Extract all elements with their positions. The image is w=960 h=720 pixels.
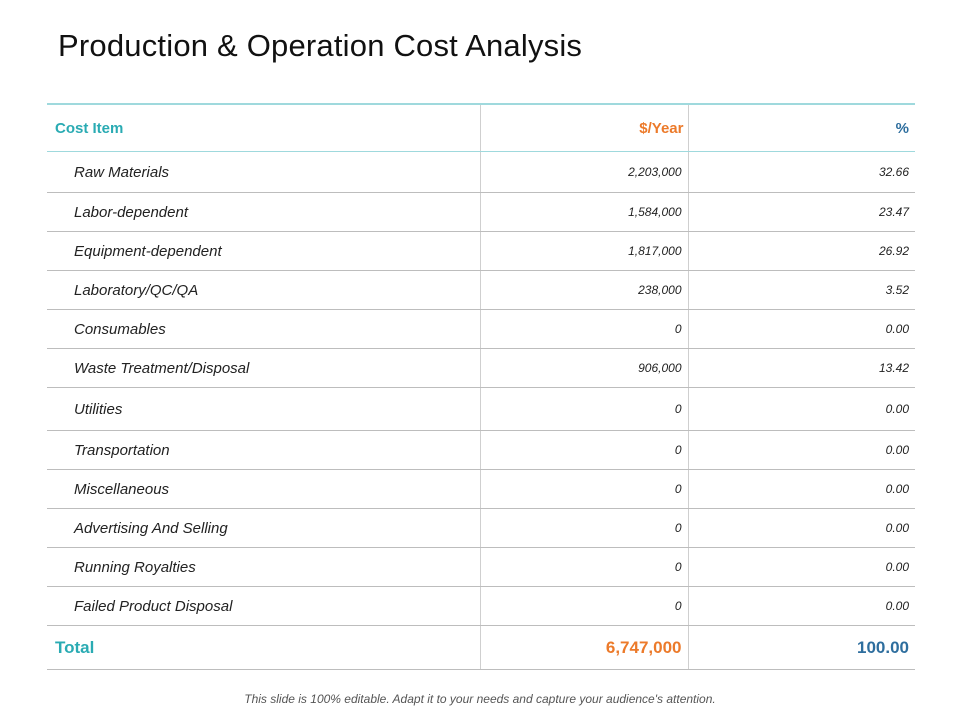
table-row: Utilities 0 0.00 <box>47 387 915 431</box>
row-percent: 23.47 <box>687 192 915 232</box>
table-row: Consumables 0 0.00 <box>47 309 915 349</box>
row-cost-item: Transportation <box>47 430 480 470</box>
row-dollars-per-year: 2,203,000 <box>479 151 688 193</box>
page-title: Production & Operation Cost Analysis <box>58 28 583 63</box>
row-cost-item: Utilities <box>47 387 480 431</box>
row-percent: 0.00 <box>687 586 915 626</box>
total-percent: 100.00 <box>687 625 915 670</box>
row-percent: 0.00 <box>687 508 915 548</box>
row-dollars-per-year: 0 <box>479 508 688 548</box>
row-cost-item: Consumables <box>47 309 480 349</box>
cost-table: Cost Item $/Year % Raw Materials 2,203,00… <box>47 103 915 670</box>
row-percent: 3.52 <box>687 270 915 310</box>
row-cost-item: Failed Product Disposal <box>47 586 480 626</box>
table-header-row: Cost Item $/Year % <box>47 103 915 152</box>
row-cost-item: Miscellaneous <box>47 469 480 509</box>
header-dollars-per-year: $/Year <box>479 103 688 152</box>
row-dollars-per-year: 0 <box>479 430 688 470</box>
table-row: Equipment-dependent 1,817,000 26.92 <box>47 231 915 271</box>
row-percent: 0.00 <box>687 430 915 470</box>
row-dollars-per-year: 0 <box>479 387 688 431</box>
row-cost-item: Equipment-dependent <box>47 231 480 271</box>
row-cost-item: Labor-dependent <box>47 192 480 232</box>
footnote: This slide is 100% editable. Adapt it to… <box>244 692 716 706</box>
row-percent: 32.66 <box>687 151 915 193</box>
table-row: Laboratory/QC/QA 238,000 3.52 <box>47 270 915 310</box>
row-percent: 26.92 <box>687 231 915 271</box>
table-row: Running Royalties 0 0.00 <box>47 547 915 587</box>
row-percent: 0.00 <box>687 309 915 349</box>
total-row: Total 6,747,000 100.00 <box>47 625 915 670</box>
row-dollars-per-year: 0 <box>479 547 688 587</box>
row-dollars-per-year: 906,000 <box>479 348 688 388</box>
row-dollars-per-year: 0 <box>479 586 688 626</box>
row-cost-item: Raw Materials <box>47 151 480 193</box>
table-row: Transportation 0 0.00 <box>47 430 915 470</box>
table-row: Waste Treatment/Disposal 906,000 13.42 <box>47 348 915 388</box>
row-dollars-per-year: 238,000 <box>479 270 688 310</box>
row-dollars-per-year: 0 <box>479 469 688 509</box>
table-row: Raw Materials 2,203,000 32.66 <box>47 151 915 193</box>
table-row: Failed Product Disposal 0 0.00 <box>47 586 915 626</box>
total-label: Total <box>47 625 480 670</box>
header-percent: % <box>687 103 915 152</box>
table-row: Advertising And Selling 0 0.00 <box>47 508 915 548</box>
header-cost-item: Cost Item <box>47 103 480 152</box>
total-dollars: 6,747,000 <box>479 625 688 670</box>
row-dollars-per-year: 1,584,000 <box>479 192 688 232</box>
row-percent: 13.42 <box>687 348 915 388</box>
row-percent: 0.00 <box>687 387 915 431</box>
row-cost-item: Waste Treatment/Disposal <box>47 348 480 388</box>
row-cost-item: Advertising And Selling <box>47 508 480 548</box>
table-row: Miscellaneous 0 0.00 <box>47 469 915 509</box>
row-dollars-per-year: 0 <box>479 309 688 349</box>
row-percent: 0.00 <box>687 469 915 509</box>
table-row: Labor-dependent 1,584,000 23.47 <box>47 192 915 232</box>
row-cost-item: Laboratory/QC/QA <box>47 270 480 310</box>
row-dollars-per-year: 1,817,000 <box>479 231 688 271</box>
row-percent: 0.00 <box>687 547 915 587</box>
row-cost-item: Running Royalties <box>47 547 480 587</box>
